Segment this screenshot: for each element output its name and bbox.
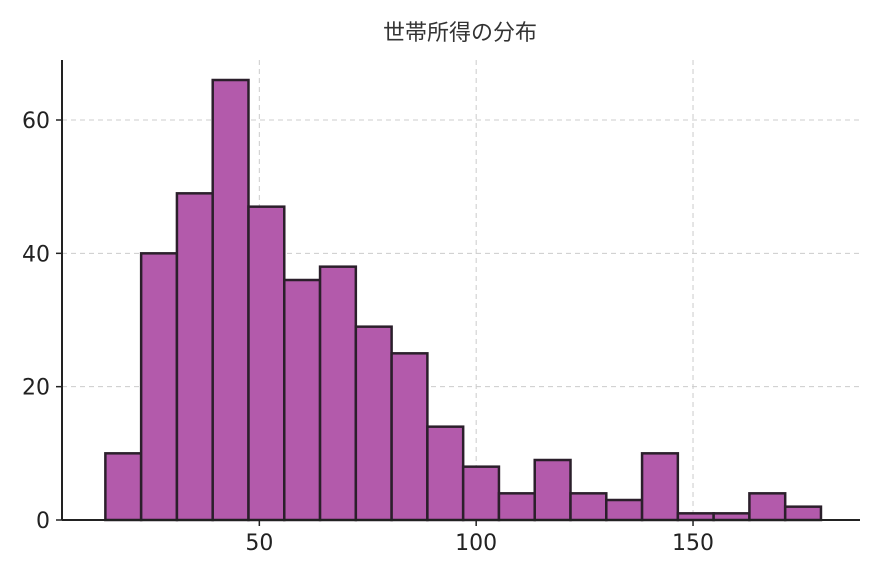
x-tick-label: 100 bbox=[455, 531, 497, 556]
histogram-bar bbox=[318, 265, 358, 522]
histogram-bar bbox=[497, 492, 536, 522]
histogram-bar bbox=[390, 352, 429, 522]
histogram-bar bbox=[605, 498, 644, 522]
tick-labels: 50 100 150 0 20 40 60 bbox=[22, 109, 714, 556]
histogram-bar bbox=[283, 278, 322, 522]
histogram-bar bbox=[104, 452, 143, 522]
histogram-bar bbox=[211, 78, 250, 522]
histogram-bar bbox=[748, 492, 787, 522]
histogram-bar bbox=[783, 505, 823, 522]
chart-title: 世帯所得の分布 bbox=[383, 21, 537, 46]
histogram-bar bbox=[354, 325, 393, 522]
histogram-bars bbox=[104, 78, 823, 522]
histogram-bar bbox=[461, 465, 501, 522]
histogram-bar bbox=[640, 452, 680, 522]
y-tick-label: 20 bbox=[22, 376, 50, 401]
histogram-bar bbox=[247, 205, 286, 522]
x-tick-label: 150 bbox=[672, 531, 714, 556]
axes bbox=[61, 60, 860, 521]
x-tick-label: 50 bbox=[245, 531, 273, 556]
y-tick-label: 40 bbox=[22, 242, 50, 267]
histogram-bar bbox=[139, 252, 179, 522]
histogram-bar bbox=[426, 425, 465, 522]
histogram-bar bbox=[569, 492, 608, 522]
histogram-bar bbox=[533, 458, 572, 522]
y-tick-label: 0 bbox=[36, 509, 50, 534]
y-tick-label: 60 bbox=[22, 109, 50, 134]
histogram-bar bbox=[175, 192, 214, 522]
